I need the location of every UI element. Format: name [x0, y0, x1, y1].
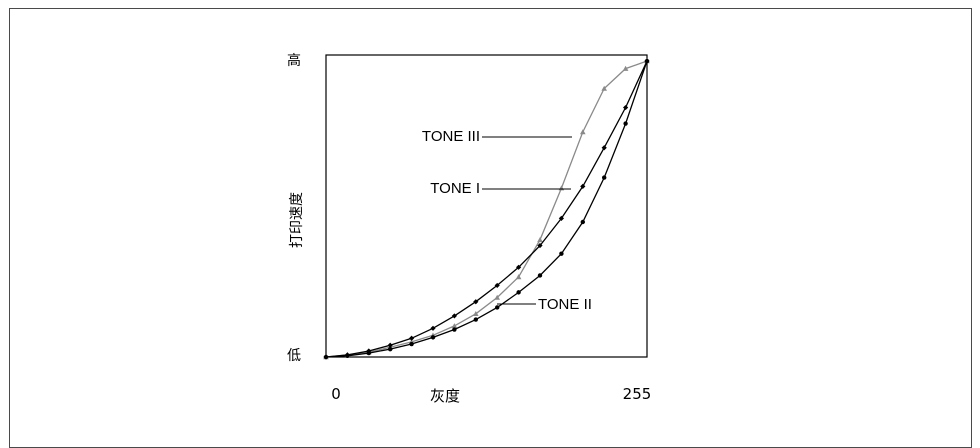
data-point-tone-i-7 [473, 299, 479, 305]
figure: TONE III TONE I TONE II 高 低 打印速度 0 255 灰度 [9, 8, 972, 448]
data-point-tone-iii-11 [558, 185, 565, 191]
data-point-tone-iii-9 [515, 274, 522, 280]
data-point-tone-i-5 [430, 325, 436, 331]
callout-layer: TONE III TONE I TONE II [422, 128, 592, 313]
data-point-tone-iii-14 [622, 65, 629, 71]
data-point-tone-i-8 [494, 282, 500, 289]
data-point-tone-i-3 [387, 342, 393, 348]
tone-curve-chart: TONE III TONE I TONE II 高 低 打印速度 0 255 灰度 [287, 52, 652, 405]
data-point-tone-iii-10 [537, 237, 543, 243]
y-tick-high: 高 [287, 52, 301, 69]
series-layer [323, 58, 650, 360]
plot-area [325, 54, 648, 358]
x-tick-0: 0 [331, 385, 341, 403]
data-point-tone-ii-10 [537, 273, 543, 278]
data-point-tone-iii-13 [601, 85, 607, 91]
data-point-tone-iii-7 [473, 311, 479, 317]
data-point-tone-i-10 [537, 242, 543, 249]
data-point-tone-ii-4 [409, 341, 414, 347]
data-point-tone-ii-3 [388, 346, 393, 352]
x-axis-label: 灰度 [430, 387, 460, 405]
data-point-tone-ii-14 [623, 121, 628, 126]
data-point-tone-ii-1 [345, 353, 350, 358]
series-line-tone-iii [325, 60, 648, 358]
series-label-tone-ii: TONE II [538, 296, 592, 313]
data-point-tone-i-11 [558, 215, 564, 221]
series-line-tone-i [325, 60, 648, 358]
data-point-tone-ii-8 [495, 305, 500, 310]
series-label-tone-iii: TONE III [422, 128, 480, 145]
data-point-tone-ii-0 [323, 354, 329, 360]
data-point-tone-ii-2 [366, 350, 371, 356]
data-point-tone-ii-7 [473, 317, 478, 322]
x-tick-255: 255 [623, 385, 652, 403]
data-point-tone-ii-12 [580, 219, 585, 225]
data-point-tone-ii-13 [602, 175, 607, 180]
data-point-tone-i-13 [601, 145, 607, 151]
data-point-tone-iii-8 [494, 294, 500, 300]
data-point-tone-ii-11 [559, 251, 564, 256]
data-point-tone-iii-12 [580, 129, 586, 135]
data-point-tone-i-4 [409, 335, 415, 341]
y-tick-low: 低 [287, 348, 301, 364]
figure-frame [9, 8, 972, 448]
data-point-tone-iii-6 [451, 323, 458, 329]
data-point-tone-i-6 [451, 313, 457, 319]
data-point-tone-ii-15 [644, 58, 650, 64]
series-line-tone-ii [325, 60, 648, 358]
data-point-tone-i-9 [516, 264, 522, 270]
y-axis-label: 打印速度 [288, 192, 305, 248]
data-point-tone-i-12 [580, 183, 586, 189]
data-point-tone-i-14 [623, 104, 629, 111]
data-point-tone-ii-6 [452, 327, 457, 332]
data-point-tone-ii-9 [516, 290, 521, 295]
data-point-tone-ii-5 [430, 335, 436, 340]
series-label-tone-i: TONE I [430, 180, 480, 197]
